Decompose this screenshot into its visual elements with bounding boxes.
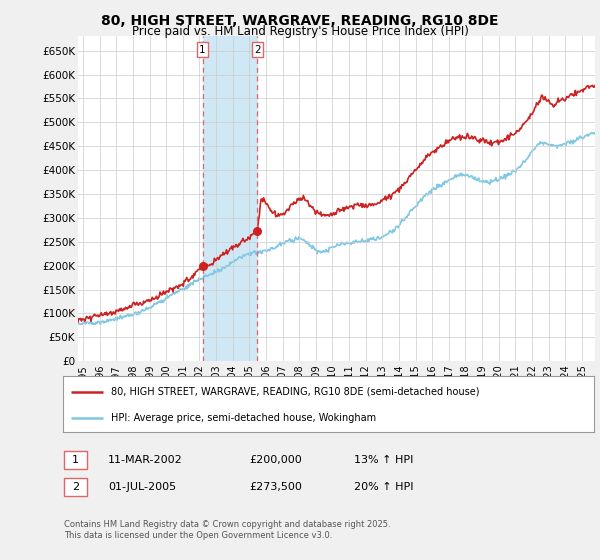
Bar (203, 36, 257, 361)
Text: 20% ↑ HPI: 20% ↑ HPI (354, 482, 413, 492)
Text: Contains HM Land Registry data © Crown copyright and database right 2025.
This d: Contains HM Land Registry data © Crown c… (64, 520, 391, 540)
Text: 1: 1 (72, 455, 79, 465)
Text: 13% ↑ HPI: 13% ↑ HPI (354, 455, 413, 465)
Text: HPI: Average price, semi-detached house, Wokingham: HPI: Average price, semi-detached house,… (111, 413, 376, 423)
Text: 01-JUL-2005: 01-JUL-2005 (108, 482, 176, 492)
Text: £200,000: £200,000 (249, 455, 302, 465)
Text: 11-MAR-2002: 11-MAR-2002 (108, 455, 183, 465)
Text: 80, HIGH STREET, WARGRAVE, READING, RG10 8DE (semi-detached house): 80, HIGH STREET, WARGRAVE, READING, RG10… (111, 387, 479, 397)
Text: 2: 2 (254, 45, 261, 54)
Text: 1: 1 (199, 45, 206, 54)
Text: 2: 2 (72, 482, 79, 492)
Text: Price paid vs. HM Land Registry's House Price Index (HPI): Price paid vs. HM Land Registry's House … (131, 25, 469, 38)
Text: £273,500: £273,500 (249, 482, 302, 492)
Text: 80, HIGH STREET, WARGRAVE, READING, RG10 8DE: 80, HIGH STREET, WARGRAVE, READING, RG10… (101, 14, 499, 28)
